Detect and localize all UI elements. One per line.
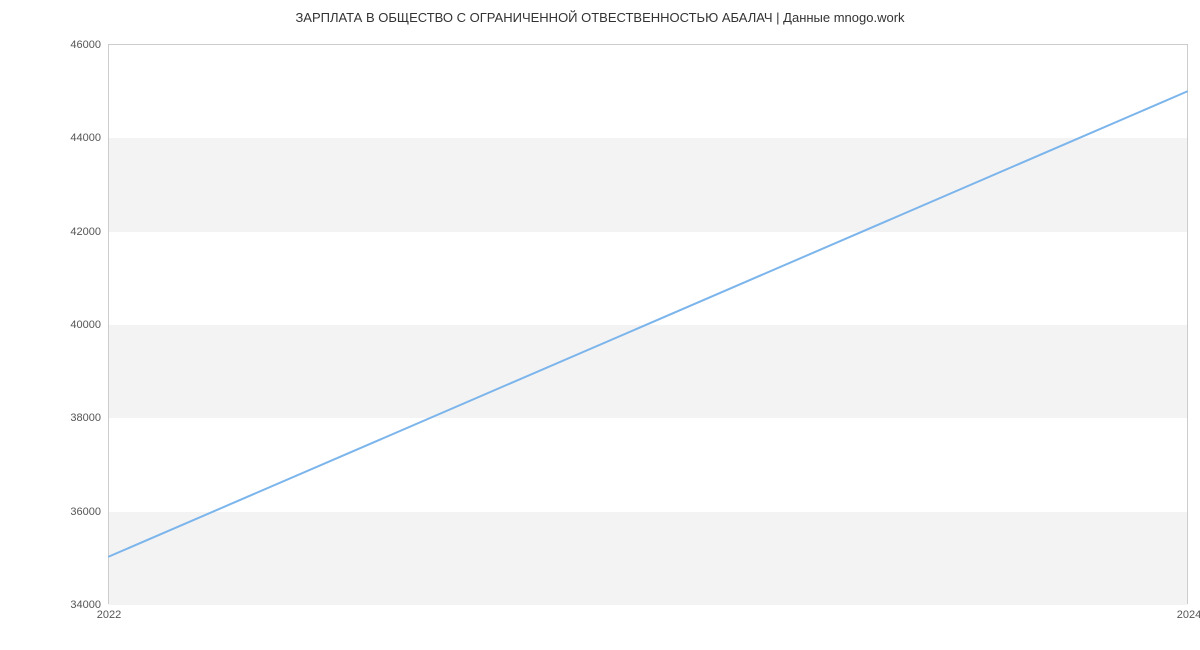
y-tick-label: 46000	[70, 39, 101, 51]
x-tick-label: 2024	[1177, 609, 1200, 621]
y-tick-label: 42000	[70, 226, 101, 238]
y-tick-label: 38000	[70, 412, 101, 424]
series-line-salary	[109, 92, 1187, 557]
line-series-svg	[109, 45, 1187, 603]
salary-line-chart: ЗАРПЛАТА В ОБЩЕСТВО С ОГРАНИЧЕННОЙ ОТВЕС…	[0, 0, 1200, 650]
plot-area: 3400036000380004000042000440004600020222…	[108, 44, 1188, 604]
y-tick-label: 36000	[70, 506, 101, 518]
x-tick-label: 2022	[97, 609, 121, 621]
chart-title: ЗАРПЛАТА В ОБЩЕСТВО С ОГРАНИЧЕННОЙ ОТВЕС…	[0, 10, 1200, 25]
y-tick-label: 40000	[70, 319, 101, 331]
y-tick-label: 44000	[70, 132, 101, 144]
